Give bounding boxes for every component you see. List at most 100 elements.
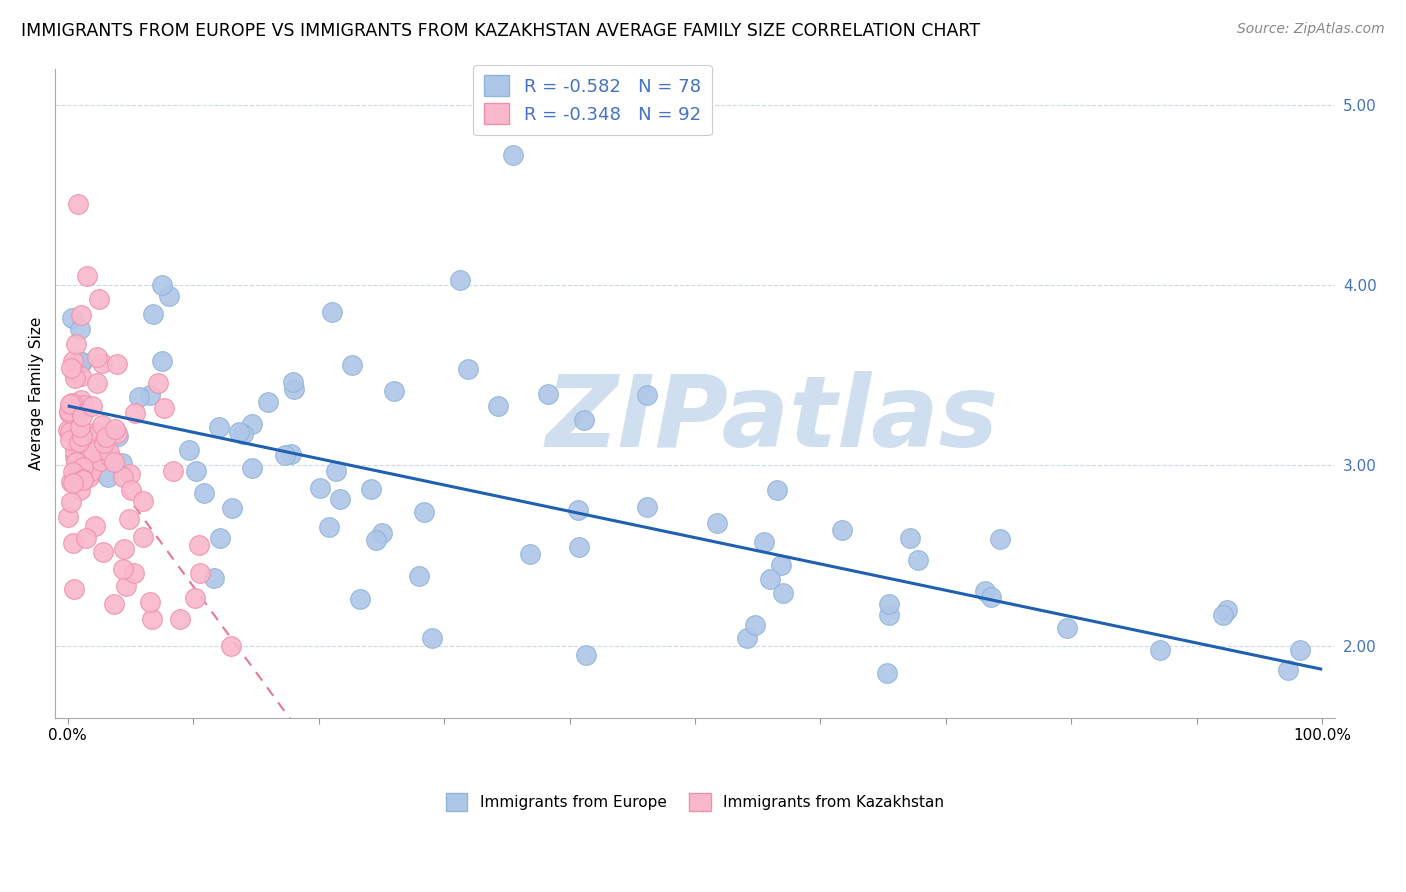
Point xyxy=(67,435,90,450)
Point xyxy=(94,430,117,444)
Point xyxy=(86,351,108,365)
Point xyxy=(103,597,125,611)
Point xyxy=(876,665,898,680)
Point xyxy=(91,450,114,464)
Point xyxy=(70,355,93,369)
Point xyxy=(93,436,115,450)
Point xyxy=(502,148,524,162)
Point xyxy=(318,520,340,534)
Point xyxy=(87,293,110,307)
Point xyxy=(636,500,658,515)
Point xyxy=(221,501,243,516)
Point xyxy=(907,553,929,567)
Point xyxy=(420,632,443,646)
Point xyxy=(100,450,122,465)
Point xyxy=(877,608,900,623)
Point xyxy=(360,482,382,496)
Point xyxy=(146,376,169,390)
Point xyxy=(150,353,173,368)
Point xyxy=(84,425,107,440)
Point xyxy=(150,278,173,293)
Point xyxy=(536,386,558,401)
Point xyxy=(118,467,141,482)
Point xyxy=(80,400,103,414)
Point xyxy=(72,460,94,475)
Point xyxy=(329,492,352,507)
Point xyxy=(877,598,900,612)
Point xyxy=(69,322,91,336)
Point xyxy=(72,471,94,485)
Point xyxy=(900,531,922,545)
Point xyxy=(73,398,96,412)
Point xyxy=(744,618,766,632)
Point xyxy=(637,388,659,402)
Point xyxy=(371,526,394,541)
Point xyxy=(209,531,232,545)
Point xyxy=(65,401,87,415)
Point xyxy=(72,473,94,487)
Point xyxy=(980,590,1002,604)
Point xyxy=(65,371,87,385)
Point xyxy=(228,425,250,439)
Point xyxy=(131,494,153,508)
Point xyxy=(188,538,211,552)
Point xyxy=(1289,643,1312,657)
Point xyxy=(769,558,792,573)
Point xyxy=(62,536,84,550)
Point xyxy=(114,579,136,593)
Point xyxy=(69,420,91,434)
Point xyxy=(69,483,91,497)
Point xyxy=(59,433,82,447)
Point xyxy=(349,592,371,607)
Point xyxy=(63,365,86,379)
Point xyxy=(457,361,479,376)
Point xyxy=(759,573,782,587)
Point xyxy=(124,407,146,421)
Point xyxy=(58,423,80,437)
Point xyxy=(204,571,226,585)
Text: Source: ZipAtlas.com: Source: ZipAtlas.com xyxy=(1237,22,1385,37)
Point xyxy=(120,483,142,498)
Point xyxy=(84,519,107,533)
Point xyxy=(62,354,84,368)
Point xyxy=(162,464,184,478)
Point xyxy=(82,444,104,458)
Point xyxy=(75,531,97,545)
Point xyxy=(325,464,347,478)
Point xyxy=(58,404,80,418)
Point xyxy=(974,583,997,598)
Point xyxy=(62,465,84,479)
Point xyxy=(177,443,200,458)
Point xyxy=(105,425,128,440)
Point xyxy=(91,450,114,465)
Point xyxy=(449,273,471,287)
Point xyxy=(79,442,101,457)
Point xyxy=(772,586,794,600)
Point xyxy=(83,428,105,442)
Point xyxy=(208,420,231,434)
Point xyxy=(112,562,135,576)
Point xyxy=(59,360,82,375)
Point xyxy=(77,470,100,484)
Point xyxy=(56,509,79,524)
Point xyxy=(118,511,141,525)
Point xyxy=(62,476,84,491)
Point xyxy=(112,542,135,557)
Text: IMMIGRANTS FROM EUROPE VS IMMIGRANTS FROM KAZAKHSTAN AVERAGE FAMILY SIZE CORRELA: IMMIGRANTS FROM EUROPE VS IMMIGRANTS FRO… xyxy=(21,22,980,40)
Point xyxy=(340,358,363,372)
Point xyxy=(107,429,129,443)
Point xyxy=(60,311,83,326)
Point xyxy=(59,405,82,419)
Point xyxy=(413,505,436,519)
Point xyxy=(486,399,509,413)
Point xyxy=(1277,663,1299,677)
Point xyxy=(706,516,728,531)
Point xyxy=(1212,607,1234,622)
Point xyxy=(752,534,775,549)
Point xyxy=(219,639,242,653)
Point xyxy=(66,453,89,467)
Point xyxy=(60,402,83,417)
Point xyxy=(240,417,263,431)
Point xyxy=(63,582,86,596)
Point xyxy=(73,401,96,415)
